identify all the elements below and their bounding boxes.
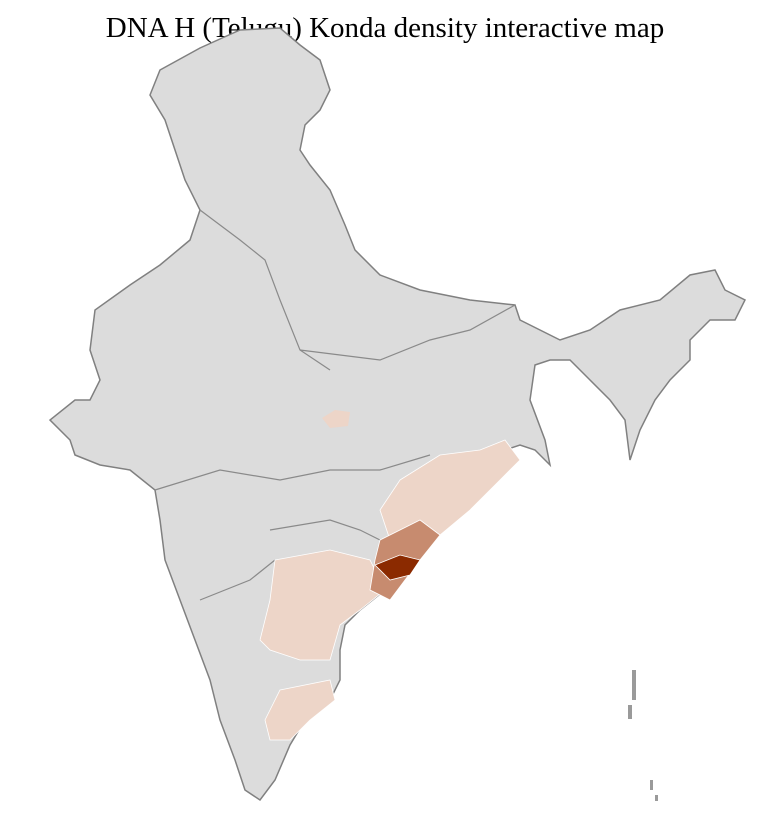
map-title: DNA H (Telugu) Konda density interactive…	[105, 12, 665, 44]
andaman-islands	[628, 670, 658, 801]
region-godavari-high[interactable]	[374, 554, 421, 581]
region-central-low[interactable]	[322, 410, 350, 428]
region-odisha-low[interactable]	[379, 439, 521, 546]
india-outline	[48, 27, 747, 802]
region-tamilnadu-low[interactable]	[264, 679, 336, 741]
region-andhra-low[interactable]	[259, 549, 386, 661]
